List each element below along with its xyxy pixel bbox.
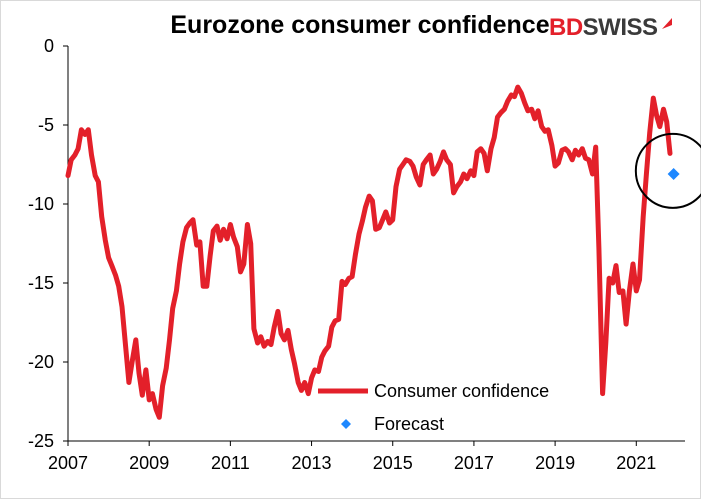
series-line-consumer-confidence (65, 84, 673, 420)
x-tick-label: 2015 (373, 453, 413, 473)
y-tick-label: -15 (28, 273, 54, 293)
brand-logo: BD SWISS (549, 14, 675, 42)
x-tick-label: 2017 (454, 453, 494, 473)
x-tick-label: 2009 (129, 453, 169, 473)
x-tick-label: 2013 (292, 453, 332, 473)
legend-label-forecast: Forecast (374, 414, 444, 434)
y-tick-label: -25 (28, 431, 54, 451)
logo-arrow-icon (661, 18, 672, 29)
logo-text-swiss: SWISS (582, 14, 658, 41)
y-tick-label: -10 (28, 194, 54, 214)
y-tick-label: 0 (44, 36, 54, 56)
forecast-point (667, 167, 680, 180)
annotation-circle (634, 132, 701, 209)
y-tick-label: -5 (38, 115, 54, 135)
chart-title: Eurozone consumer confidence (170, 11, 550, 39)
x-tick-label: 2007 (48, 453, 88, 473)
x-tick-label: 2011 (211, 453, 250, 473)
legend-label-consumer-confidence: Consumer confidence (374, 381, 549, 401)
y-tick-label: -20 (28, 352, 54, 372)
x-tick-label: 2019 (535, 453, 575, 473)
x-tick-label: 2021 (616, 453, 656, 473)
logo-text-bd: BD (549, 14, 583, 41)
legend-swatch-forecast (341, 419, 351, 429)
